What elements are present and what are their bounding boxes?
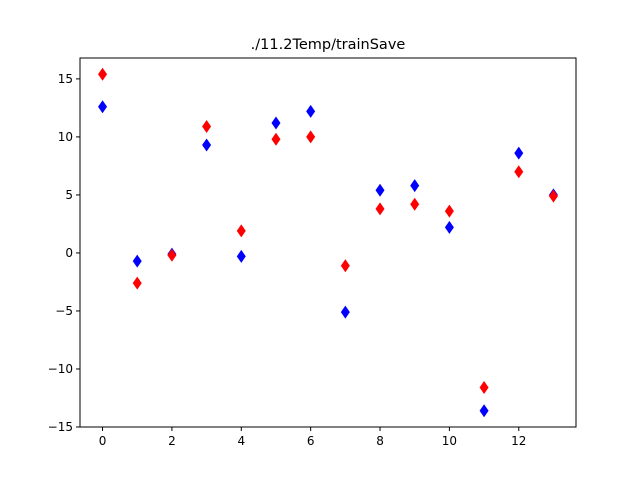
data-point-series-0-3 — [202, 138, 212, 152]
data-point-series-1-4 — [236, 224, 246, 238]
data-points — [98, 67, 558, 418]
data-point-series-0-1 — [132, 254, 142, 268]
data-point-series-1-8 — [375, 202, 385, 216]
axes: 0 2 4 6 8 10 12 −15 −10 −5 0 5 10 15 — [48, 57, 577, 448]
x-tick-label: 4 — [237, 434, 245, 448]
data-point-series-1-9 — [410, 197, 420, 211]
data-point-series-0-7 — [340, 305, 350, 319]
data-point-series-1-3 — [202, 119, 212, 133]
data-point-series-0-5 — [271, 116, 281, 130]
data-point-series-1-7 — [340, 259, 350, 273]
data-point-series-1-1 — [132, 276, 142, 290]
y-tick-label: −10 — [48, 362, 73, 376]
y-tick-label: 5 — [65, 188, 73, 202]
data-point-series-1-10 — [444, 204, 454, 218]
data-point-series-0-0 — [98, 100, 108, 114]
y-tick-label: −15 — [48, 420, 73, 434]
y-tick-label: 10 — [58, 130, 73, 144]
x-tick-label: 8 — [376, 434, 384, 448]
y-tick-label: 0 — [65, 246, 73, 260]
data-point-series-0-12 — [514, 146, 524, 160]
x-tick-label: 2 — [168, 434, 176, 448]
data-point-series-0-11 — [479, 404, 489, 418]
x-tick-label: 10 — [442, 434, 457, 448]
data-point-series-1-5 — [271, 132, 281, 146]
data-point-series-1-0 — [98, 67, 108, 81]
data-point-series-0-9 — [410, 179, 420, 193]
y-tick-label: −5 — [55, 304, 73, 318]
y-tick-label: 15 — [58, 72, 73, 86]
x-tick-label: 6 — [307, 434, 315, 448]
x-tick-label: 12 — [511, 434, 526, 448]
data-point-series-0-10 — [444, 220, 454, 234]
data-point-series-0-6 — [306, 104, 316, 118]
data-point-series-1-6 — [306, 130, 316, 144]
data-point-series-0-8 — [375, 183, 385, 197]
data-point-series-1-13 — [548, 189, 558, 203]
plot-frame — [79, 57, 577, 428]
x-tick-label: 0 — [99, 434, 107, 448]
chart-title: ./11.2Temp/trainSave — [251, 37, 406, 53]
data-point-series-1-11 — [479, 381, 489, 395]
data-point-series-1-2 — [167, 248, 177, 262]
data-point-series-0-4 — [236, 249, 246, 263]
data-point-series-1-12 — [514, 165, 524, 179]
